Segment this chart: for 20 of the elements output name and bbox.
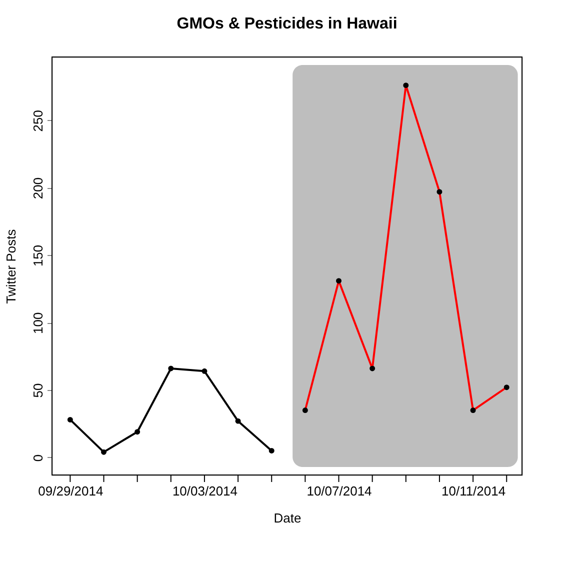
x-tick-label: 10/03/2014 — [172, 484, 238, 498]
chart-title: GMOs & Pesticides in Hawaii — [176, 16, 398, 32]
x-tick-label: 10/11/2014 — [441, 484, 506, 498]
point — [134, 429, 140, 435]
y-axis-title: Twitter Posts — [4, 228, 18, 304]
y-tick-label: 150 — [30, 244, 46, 267]
y-tick-label: 200 — [30, 177, 46, 200]
point — [67, 416, 73, 422]
point — [101, 449, 106, 455]
x-tick-label: 10/07/2014 — [306, 484, 372, 498]
x-tick-label: 09/29/2014 — [38, 484, 104, 498]
point — [168, 366, 174, 372]
y-tick-label: 50 — [30, 383, 46, 398]
y-tick-label: 250 — [30, 110, 46, 132]
y-tick-label: 0 — [30, 454, 46, 462]
y-tick-label: 100 — [30, 312, 46, 334]
point — [235, 418, 241, 424]
point — [268, 448, 274, 454]
point — [202, 368, 208, 374]
x-axis-title: Date — [274, 510, 302, 526]
